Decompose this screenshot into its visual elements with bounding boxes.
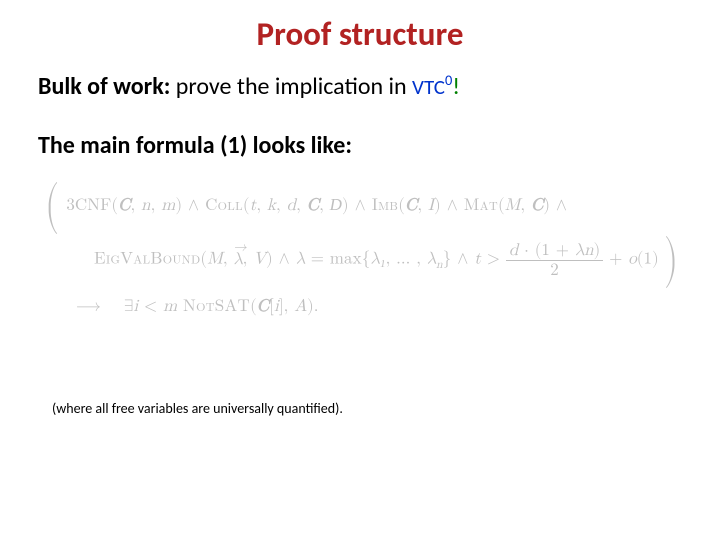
bulk-bang: ! (452, 72, 460, 101)
formula-row-2: EigValBound(M, λ, V) ∧ λ = max{λ₁, … , λ… (42, 234, 682, 286)
formula-block: ( 3CNF(C, n, m) ∧ Coll(t, k, d, C, D) ∧ … (38, 180, 682, 320)
formula-row1-content: 3CNF(C, n, m) ∧ Coll(t, k, d, C, D) ∧ Im… (66, 192, 567, 219)
bulk-prefix: Bulk of work: (38, 72, 170, 101)
fraction: d · (1 + λn)2 (506, 242, 604, 279)
bulk-mid: prove the implication in (170, 72, 412, 101)
open-paren-icon: ( (45, 180, 59, 232)
slide-root: Proof structure Bulk of work: prove the … (0, 0, 720, 540)
slide-title: Proof structure (38, 14, 682, 54)
bulk-vtc: VTC (412, 74, 445, 100)
formula-row-1: ( 3CNF(C, n, m) ∧ Coll(t, k, d, C, D) ∧ … (42, 180, 682, 232)
formula-row-3: ⟶ ∃i < m NotSAT(C[i], A). (42, 294, 682, 320)
footnote: (where all free variables are universall… (52, 400, 343, 417)
line-bulk-of-work: Bulk of work: prove the implication in V… (38, 72, 682, 101)
close-paren-icon: ) (664, 234, 678, 286)
line-main-formula: The main formula (1) looks like: (38, 131, 682, 160)
